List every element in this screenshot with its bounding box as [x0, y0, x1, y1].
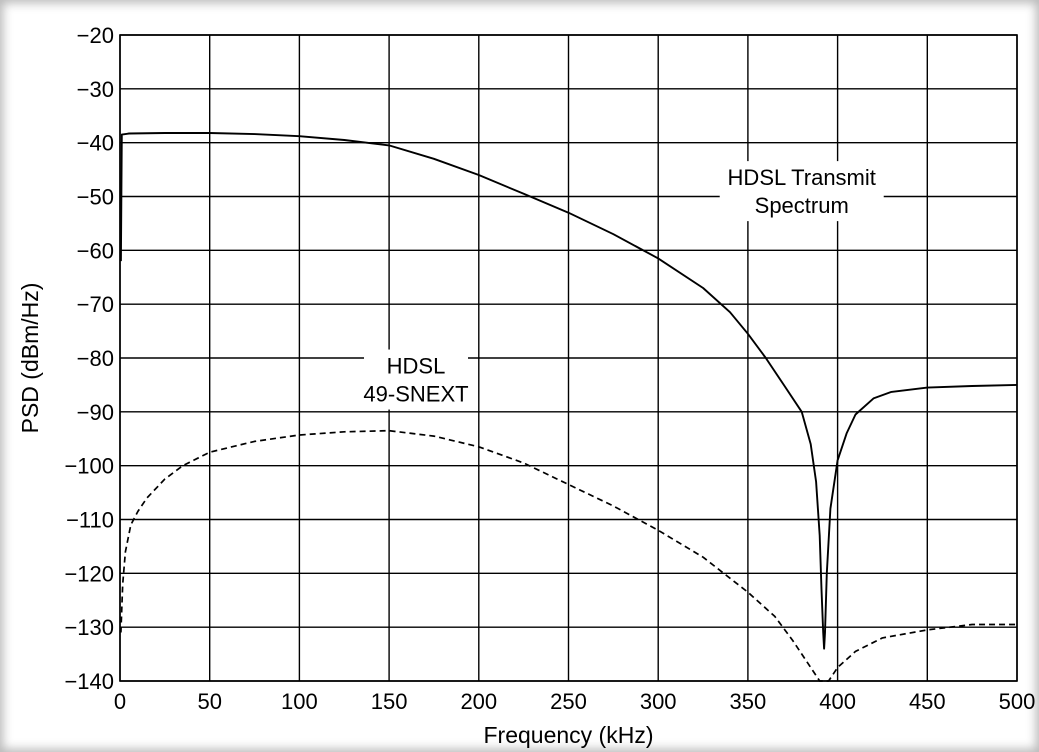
annotation-text: HDSL [387, 354, 446, 379]
series-lines [119, 132, 1018, 682]
annotation-background [719, 161, 884, 222]
x-axis-label: Frequency (kHz) [484, 722, 654, 748]
y-tick-label: −60 [77, 238, 114, 263]
x-tick-label: 50 [197, 689, 221, 714]
y-tick-label: −140 [64, 669, 114, 694]
y-tick-labels: −20 −30 −40 −50 −60 −70 −80 −90 −100 −110 −120 −130… [64, 23, 114, 694]
y-tick-label: −110 [66, 508, 114, 533]
annotation-text: Spectrum [755, 193, 849, 218]
annotation-background [364, 349, 469, 410]
annotation-text: HDSL Transmit [728, 165, 876, 190]
grid [119, 34, 1018, 682]
y-tick-label: −120 [64, 561, 114, 586]
plot-area-border [119, 34, 1018, 682]
y-tick-label: −20 [77, 23, 114, 48]
x-tick-label: 250 [550, 689, 587, 714]
x-tick-label: 450 [909, 689, 946, 714]
x-tick-labels: 0 50 100 150 200 250 300 350 400 450 500 [114, 689, 1035, 714]
x-tick-label: 100 [281, 689, 318, 714]
annotation-text: 49-SNEXT [363, 382, 468, 407]
x-tick-label: 400 [819, 689, 856, 714]
x-tick-label: 350 [730, 689, 767, 714]
series-line-solid [119, 132, 1018, 650]
y-tick-label: −30 [77, 77, 114, 102]
annotations: HDSL Transmit Spectrum HDSL 49-SNEXT [363, 161, 884, 410]
y-tick-label: −40 [77, 131, 114, 156]
y-tick-label: −80 [77, 346, 114, 371]
x-tick-label: 300 [640, 689, 677, 714]
x-tick-label: 150 [371, 689, 408, 714]
y-tick-label: −90 [77, 400, 114, 425]
y-tick-label: −70 [77, 292, 114, 317]
y-axis-label: PSD (dBm/Hz) [17, 283, 43, 434]
y-tick-label: −130 [64, 615, 114, 640]
x-tick-label: 0 [114, 689, 126, 714]
x-tick-label: 200 [460, 689, 497, 714]
series-line-dashed [120, 429, 1017, 682]
y-tick-label: −100 [64, 454, 114, 479]
y-tick-label: −50 [77, 185, 114, 210]
x-tick-label: 500 [999, 689, 1036, 714]
